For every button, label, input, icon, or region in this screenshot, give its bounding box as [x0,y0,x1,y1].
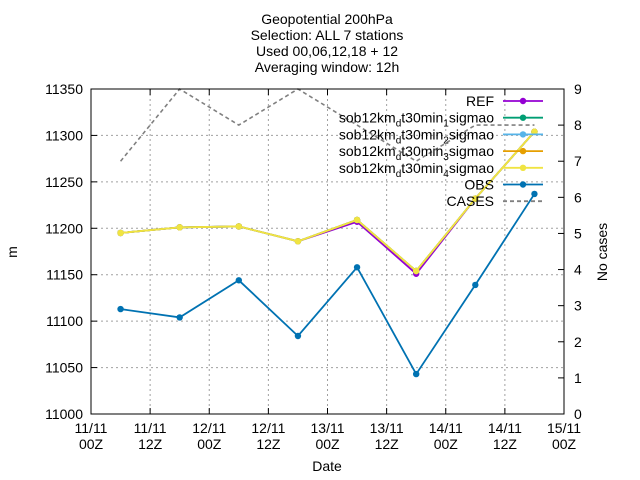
series-layer [117,87,538,378]
legend-marker-ref [519,97,527,105]
y-tick-label: 11350 [45,81,83,97]
legend-marker-sob12km-d-t30min-4-sigmao [519,164,527,171]
data-point-obs [294,332,302,340]
series-line-obs [120,193,536,376]
x-tick-label: 11/11 [75,420,108,436]
x-tick-label: 14/11 [429,420,463,436]
legend-label-sob12km-d-t30min-1-sigmao: sob12kmdt30min1sigmao [339,110,494,130]
legend-label-obs: OBS [464,177,494,193]
x-tick-label: 15/11 [547,420,581,436]
ticks: 11/1100Z11/1112Z12/1100Z12/1112Z13/1100Z… [45,81,582,452]
x-tick-label: 12/11 [251,420,285,436]
data-point-obs [176,314,183,321]
series-line-sob12km-d-t30min-4-sigmao [120,131,536,273]
data-point-sob12km-d-t30min-4-sigmao [176,224,183,231]
series-line-cases [119,87,535,163]
x-tick-label: 00Z [79,436,104,452]
data-point-obs [531,190,538,198]
y-tick-label: 11250 [45,174,83,190]
legend: REFsob12kmdt30min1sigmaosob12kmdt30min2s… [339,93,543,209]
y2-tick-label: 0 [574,406,582,422]
data-point-sob12km-d-t30min-4-sigmao [353,216,361,224]
y2-tick-label: 9 [574,81,582,97]
y2-tick-label: 7 [574,153,582,169]
data-point-sob12km-d-t30min-4-sigmao [472,195,479,202]
data-point-sob12km-d-t30min-4-sigmao [235,223,243,230]
legend-label-sob12km-d-t30min-4-sigmao: sob12kmdt30min4sigmao [339,160,494,180]
y2-tick-label: 8 [574,117,582,133]
legend-marker-obs [519,181,527,188]
x-tick-label: 13/11 [370,420,404,436]
y2-tick-label: 4 [574,262,582,278]
data-point-obs [117,305,124,313]
y2-tick-label: 3 [574,298,582,314]
y-tick-label: 11150 [46,267,83,283]
x-tick-label: 00Z [197,436,222,452]
x-tick-label: 00Z [434,436,459,452]
x-tick-label: 00Z [552,436,577,452]
legend-label-cases: CASES [447,193,494,209]
legend-label-sob12km-d-t30min-3-sigmao: sob12kmdt30min3sigmao [339,143,494,163]
x-tick-label: 12Z [256,436,281,452]
x-tick-label: 12Z [138,436,163,452]
y-tick-label: 11200 [45,220,83,236]
x-tick-label: 13/11 [311,420,345,436]
y-tick-label: 11300 [45,127,83,143]
data-point-sob12km-d-t30min-4-sigmao [412,267,420,275]
y2-tick-label: 5 [574,225,582,241]
data-point-sob12km-d-t30min-4-sigmao [117,229,124,237]
title-line: Selection: ALL 7 stations [251,27,404,43]
data-point-sob12km-d-t30min-4-sigmao [531,128,538,135]
data-point-obs [353,264,361,271]
x-tick-label: 12Z [375,436,400,452]
data-point-sob12km-d-t30min-4-sigmao [294,238,302,245]
x-tick-label: 12/11 [192,420,226,436]
x-tick-label: 14/11 [488,420,522,436]
y-axis-label: m [4,246,20,258]
y2-tick-label: 6 [574,189,582,205]
y-tick-label: 11100 [46,313,83,329]
y2-axis-label: No cases [594,223,610,281]
y-tick-label: 11050 [45,360,83,376]
y2-tick-label: 1 [574,370,582,386]
title-line: Used 00,06,12,18 + 12 [256,43,398,59]
legend-marker-sob12km-d-t30min-1-sigmao [519,114,527,121]
legend-label-sob12km-d-t30min-2-sigmao: sob12kmdt30min2sigmao [339,126,494,146]
title-line: Averaging window: 12h [255,59,400,75]
legend-marker-sob12km-d-t30min-2-sigmao [519,131,527,138]
legend-marker-sob12km-d-t30min-3-sigmao [519,147,527,155]
x-tick-label: 12Z [493,436,518,452]
data-point-obs [472,281,479,289]
x-tick-label: 00Z [315,436,340,452]
legend-label-ref: REF [466,93,494,109]
data-point-obs [412,370,420,378]
title-line: Geopotential 200hPa [261,11,393,27]
y-tick-label: 11000 [45,406,83,422]
data-point-obs [235,277,243,284]
x-axis-label: Date [312,458,342,474]
x-tick-label: 11/11 [134,420,167,436]
grid [91,89,564,414]
y2-tick-label: 2 [574,334,582,350]
